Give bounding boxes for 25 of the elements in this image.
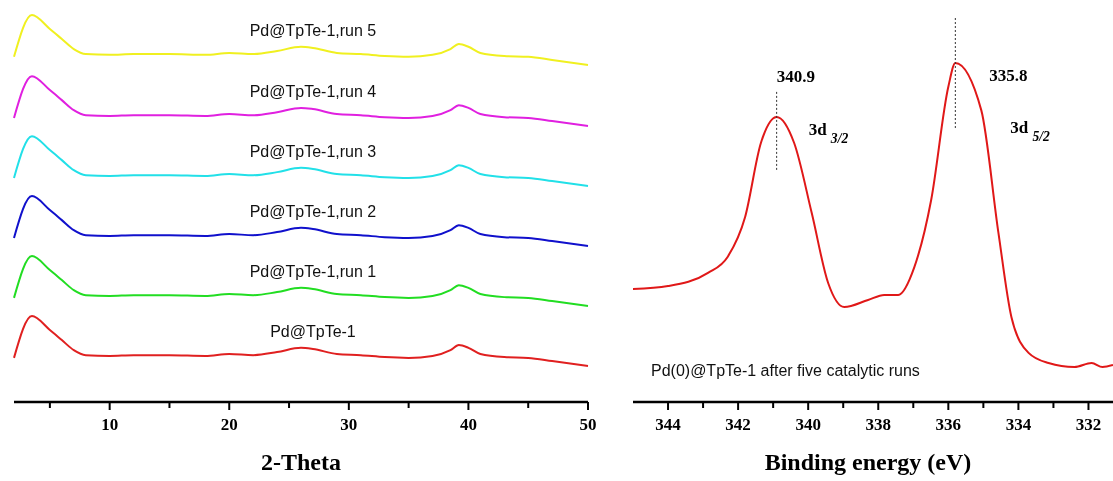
series-label: Pd@TpTe-1,run 3 <box>249 143 377 161</box>
x-tick-label: 40 <box>459 415 477 434</box>
x-tick-label: 50 <box>579 415 597 434</box>
x-tick-label: 332 <box>1075 415 1102 434</box>
series-label: Pd@TpTe-1,run 2 <box>249 203 377 221</box>
x-tick-label: 340 <box>795 415 821 434</box>
x-tick-label: 342 <box>725 415 751 434</box>
series-label: Pd@TpTe-1,run 1 <box>249 263 377 280</box>
annotation: Pd(0)@TpTe-1 after five catalytic runs <box>651 362 920 379</box>
x-tick-label: 10 <box>101 415 119 434</box>
ref-line-label: 340.9 <box>776 66 815 86</box>
x-tick-label: 344 <box>655 415 682 434</box>
annotation: 3d $_{3/2}$ <box>808 119 849 146</box>
ref-line-label: 335.8 <box>989 66 1028 85</box>
x-axis-title: 2-Theta <box>261 449 341 475</box>
x-tick-label: 338 <box>865 415 892 434</box>
x-axis-title: Binding energy (eV) <box>764 449 972 475</box>
x-tick-label: 20 <box>220 415 238 434</box>
series-label: Pd@TpTe-1,run 4 <box>249 83 377 101</box>
x-tick-label: 336 <box>935 415 962 434</box>
x-tick-label: 30 <box>340 415 358 434</box>
x-tick-label: 334 <box>1005 415 1032 434</box>
series-label: Pd@TpTe-1,run 5 <box>249 21 377 39</box>
series-label: Pd@TpTe-1 <box>270 322 356 340</box>
annotation: 3d $_{5/2}$ <box>1010 118 1051 144</box>
